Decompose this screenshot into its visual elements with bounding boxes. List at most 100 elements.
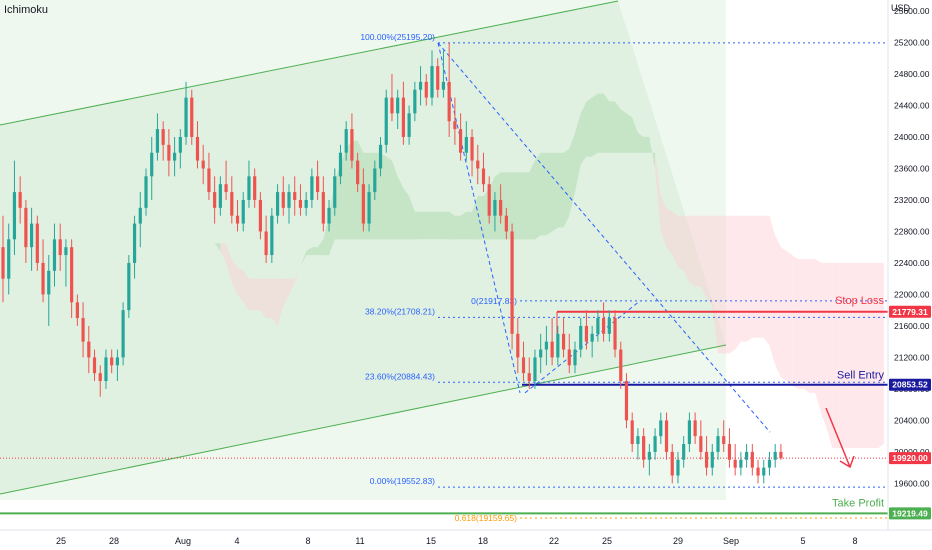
projection-arrow[interactable] [825,407,851,468]
cloud-segment [735,215,741,350]
cloud-segment [637,133,644,153]
fib-extension-label: 0(21917.83) [471,296,517,306]
price-tick-label: 24400.00 [894,100,930,110]
cloud-segment [758,215,764,338]
cloud-segment [277,278,284,326]
drawing-tools-layer: 100.00%(25195.20) 38.20%(21708.21) 23.60%(… [0,0,888,523]
candle-body [230,192,234,216]
cloud-segment [391,160,398,240]
candle-body [596,318,600,334]
candle-body [481,168,486,185]
candles-layer [1,42,783,484]
candle-body [24,207,28,248]
cloud-segment [466,211,473,240]
tp-price-text: 19219.49 [892,508,928,518]
candle-body [201,160,205,169]
candle-body [41,262,45,295]
cloud-segment [626,113,633,153]
cloud-segment [769,215,776,366]
cloud-segment [386,156,392,240]
candle-body [779,451,783,459]
cloud-segment [620,109,627,153]
candle-body [12,192,17,240]
candle-body [750,451,754,468]
candle-body [98,373,102,382]
price-axis: 25600.00 25200.00 24800.00 24400.00 24000.00… [887,0,932,530]
cloud-segment [300,251,307,267]
cloud-segment [546,152,553,236]
cloud-segment [523,172,530,240]
cloud-segment [723,215,730,354]
candle-body [470,136,474,161]
candle-body [401,97,405,137]
candle-body [624,381,629,421]
ichimoku-cloud [157,93,884,448]
candle-body [487,184,491,216]
channel-upper-line[interactable] [0,0,619,126]
cloud-segment [655,152,661,232]
sell-entry-annotation: Sell Entry [837,370,885,382]
cloud-segment [557,152,564,228]
candle-body [344,129,348,153]
candle-body [70,247,74,303]
candle-body [722,436,726,445]
cloud-segment [878,262,884,448]
candle-body [218,184,222,208]
candle-body [350,129,354,161]
fib-trend-line[interactable] [524,300,641,394]
last-price-text: 19920.00 [892,453,928,463]
sell-price-text: 20853.52 [892,380,928,390]
cloud-segment [529,160,535,240]
cloud-segment [454,215,461,240]
stop-price-marker [889,305,931,318]
cloud-segment [409,196,415,240]
candle-body [327,207,331,224]
channel-lower-line[interactable] [0,344,727,495]
candle-body [539,349,543,358]
candle-body [745,451,749,460]
cloud-segment [214,243,221,252]
fib-level-label: 0.00%(19552.83) [370,476,435,486]
candle-body [464,136,468,153]
candle-body [664,420,669,452]
candle-body [161,129,165,145]
cloud-segment [803,258,810,393]
fib-trend-line[interactable] [437,42,771,433]
candle-body [607,318,611,334]
cloud-segment [763,215,770,346]
candle-body [110,357,114,366]
candle-body [659,420,663,437]
stop-price-text: 21779.31 [892,307,928,317]
cloud-segment [832,262,839,448]
candle-body [613,318,617,350]
candle-body [1,247,5,279]
candle-body [493,199,497,216]
cloud-segment [815,258,821,413]
cloud-segment [266,278,272,319]
price-axis-background [888,0,932,530]
candle-body [104,357,108,382]
candle-body [573,349,577,366]
sell-price-marker [889,378,931,391]
cloud-segment [718,215,724,354]
candle-body [195,136,200,161]
fib-level-label: 100.00%(25195.20) [360,32,435,42]
take-profit-annotation: Take Profit [832,497,884,509]
cloud-segment [826,262,833,448]
indicator-label[interactable]: Ichimoku [4,4,49,16]
cloud-segment [346,140,352,240]
candle-body [264,231,268,256]
fib-trend-line[interactable] [437,42,521,393]
cloud-segment [746,215,753,342]
cloud-segment [289,278,295,295]
candle-body [533,357,537,382]
cloud-segment [866,262,873,448]
currency-label: USD [890,3,910,13]
candle-body [682,444,686,460]
cloud-segment [243,270,249,311]
cloud-segment [740,215,747,342]
cloud-segment [306,247,312,256]
candle-body [64,247,68,256]
cloud-segment [843,262,850,448]
